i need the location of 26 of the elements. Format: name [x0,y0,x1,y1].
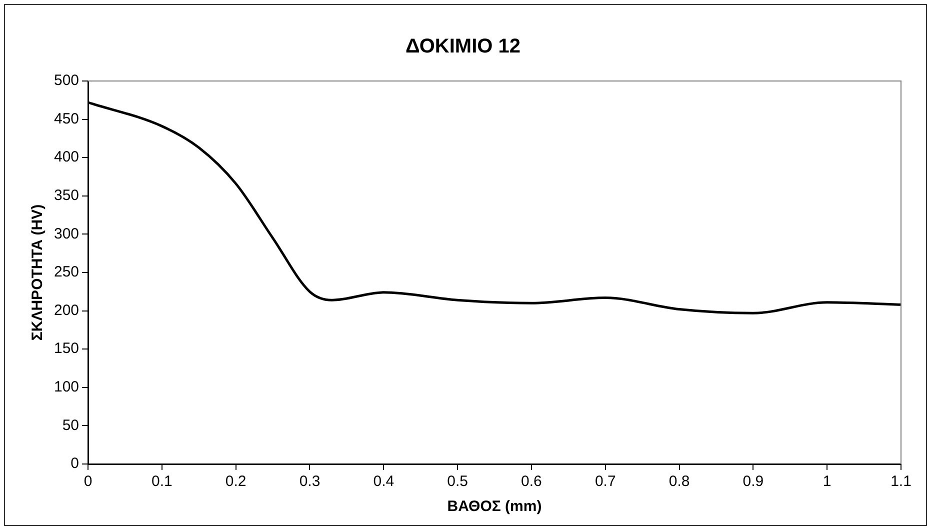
y-axis-title: ΣΚΛΗΡΟΤΗΤΑ (HV) [29,204,46,341]
x-tick-label: 0.2 [225,473,246,490]
y-tick-label: 100 [54,378,80,396]
y-tick-label: 150 [54,340,80,358]
y-tick-label: 0 [70,455,80,472]
x-tick-label: 0.7 [594,473,616,490]
x-tick-label: 0.5 [447,473,468,490]
x-tick-label: 1.1 [890,473,912,490]
y-tick-label: 450 [54,110,80,128]
chart-title: ΔΟΚΙΜΙΟ 12 [406,36,520,58]
y-tick-label: 50 [62,416,80,434]
x-tick-label: 0.4 [373,473,394,490]
x-axis-title: ΒΑΘΟΣ (mm) [447,498,542,516]
y-tick-label: 250 [54,264,80,281]
y-tick-label: 400 [54,148,80,166]
y-tick-label: 300 [54,225,80,242]
y-tick-label: 350 [54,187,80,204]
x-tick-label: 0.9 [742,473,764,490]
x-tick-label: 0.6 [521,473,542,490]
y-tick-label: 500 [54,72,80,90]
y-tick-label: 200 [54,302,80,319]
x-tick-label: 1 [822,473,832,490]
x-tick-label: 0.1 [152,473,172,490]
x-tick-label: 0 [84,473,92,490]
x-tick-label: 0.3 [299,473,320,490]
x-tick-label: 0.8 [668,473,690,490]
